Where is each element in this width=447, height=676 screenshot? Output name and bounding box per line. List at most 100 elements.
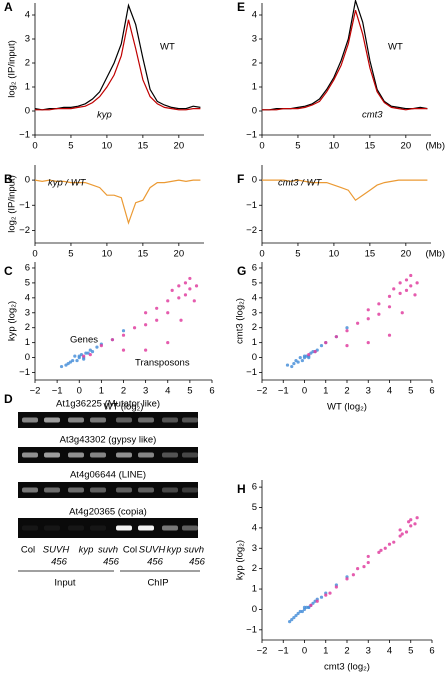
y-tick-label: −2 [246,225,257,236]
gel-band [138,525,154,531]
y-tick-label: 0 [252,175,257,186]
gel-band [22,452,38,458]
scatter-point [400,532,404,536]
lane-label: SUVH [139,545,166,556]
gel-row-label: At4g06644 (LINE) [70,470,146,481]
scatter-point [302,605,307,609]
scatter-point [290,364,294,369]
y-tick-label: 3 [25,307,30,318]
scatter-point [84,351,88,355]
y-tick-label: 4 [252,522,257,533]
gel-band [68,487,84,493]
gel-band [90,525,106,531]
scatter-point [409,518,413,522]
scatter-point [415,281,419,285]
lane-label: kyp [79,545,94,556]
scatter-point [407,520,411,524]
gel-band [162,525,178,531]
scatter-point [315,599,319,603]
scatter-point [366,341,370,345]
gel-band [116,525,132,531]
gel-image [18,412,198,428]
gel-band [162,452,178,458]
scatter-point [398,528,402,532]
scatter-point [77,354,81,358]
scatter-point [177,296,181,300]
y-tick-label: 2 [252,58,257,69]
scatter-point [296,611,300,616]
scatter-point [398,291,402,295]
x-tick-label: 15 [138,141,149,152]
y-tick-label: −1 [246,200,257,211]
scatter-point [313,350,317,354]
y-tick-label: 2 [25,58,30,69]
x-tick-label: 4 [387,386,392,397]
scatter-point [121,333,126,337]
scatter-point [144,323,148,327]
x-tick-label: −1 [52,386,63,397]
x-tick-label: 3 [366,386,371,397]
x-tick-label: 4 [165,386,170,397]
y-tick-label: 0 [252,604,257,615]
scatter-point [302,355,307,360]
gel-band [90,452,106,458]
scatter-point [166,341,170,345]
scatter-point [292,361,296,366]
y-tick-label: −1 [19,367,30,378]
scatter-point [90,350,95,354]
series-label: WT [388,42,403,53]
trace-line [262,10,428,111]
y-tick-label: −1 [246,624,257,635]
scatter-point [409,284,413,288]
scatter-point [356,567,360,571]
lane-label: suvh [98,545,118,556]
scatter-point [351,573,355,577]
scatter-point [192,299,196,303]
panel-letter: E [237,0,245,14]
x-tick-label: 0 [302,646,307,657]
scatter-point [409,273,413,278]
y-tick-label: 6 [252,262,257,273]
group-label: ChIP [147,578,168,589]
lane-label: suvh [184,545,204,556]
y-tick-label: 1 [252,337,257,348]
scatter-point [319,344,324,348]
gel-band [44,452,60,458]
scatter-point [392,287,396,291]
scatter-point [413,293,417,297]
x-tick-label: 3 [366,646,371,657]
x-tick-label: 2 [344,386,349,397]
scatter-point [383,546,387,550]
x-tick-label: 0 [302,386,307,397]
scatter-point [345,344,349,348]
x-tick-label: 10 [102,141,113,152]
x-tick-label: 5 [68,141,73,152]
y-tick-label: 1 [252,82,257,93]
x-tick-label: −2 [257,386,268,397]
series-label: cmt3 [362,110,383,121]
y-tick-label: 0 [25,175,30,186]
scatter-point [292,615,296,620]
scatter-point [95,345,99,349]
gel-band [182,525,198,531]
scatter-point [294,613,298,618]
y-tick-label: −1 [19,200,30,211]
scatter-point [413,522,417,526]
scatter-point [144,311,148,315]
y-tick-label: 2 [252,563,257,574]
scatter-point [324,593,328,597]
scatter-point [288,620,292,624]
x-tick-label: 5 [295,249,300,260]
scatter-point [144,348,148,352]
scatter-point [170,288,174,292]
scatter-point [307,605,311,609]
scatter-point [309,603,313,607]
trace-line [35,19,201,111]
gel-image [18,518,198,538]
panel-letter: G [237,264,246,278]
y-tick-label: 4 [252,292,257,303]
scatter-point [68,360,72,364]
